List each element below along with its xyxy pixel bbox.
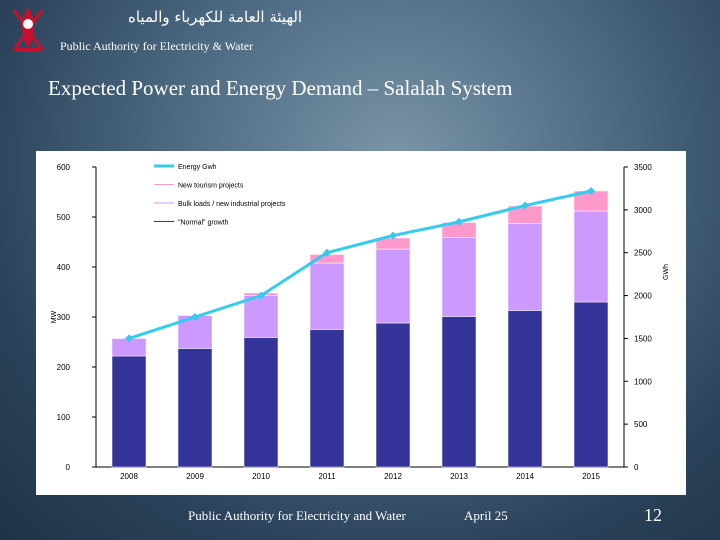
slide-title: Expected Power and Energy Demand – Salal…: [48, 76, 513, 100]
y2-tick-label: 2500: [634, 249, 652, 258]
y2-tick-label: 3500: [634, 163, 652, 172]
x-tick-label: 2011: [318, 472, 336, 481]
x-tick-label: 2012: [384, 472, 402, 481]
legend-entry: New tourism projects: [178, 183, 244, 190]
energy-point: [125, 334, 133, 343]
footer-date: April 25: [464, 508, 508, 523]
x-tick-label: 2008: [120, 472, 138, 481]
x-tick-label: 2014: [516, 472, 534, 481]
y-tick-label: 500: [57, 213, 71, 222]
demand-chart: 0 100 200 300 400 500 600 0 500 1000 1500 2000 2500 3…: [51, 163, 670, 481]
energy-point: [389, 231, 397, 240]
x-tick-label: 2010: [252, 472, 270, 481]
arabic-org-title: الهيئة العامة للكهرباء والمياه: [128, 8, 303, 26]
bar-segment: [375, 248, 411, 324]
bar-segment: [243, 295, 279, 338]
bar-segment: [177, 348, 213, 468]
energy-point: [323, 248, 331, 257]
y-tick-label: 200: [57, 363, 71, 372]
x-tick-label: 2013: [450, 472, 468, 481]
y-tick-label: 0: [66, 463, 71, 472]
footer-org: Public Authority for Electricity and Wat…: [188, 508, 406, 523]
energy-point: [257, 291, 265, 300]
bar-segment: [309, 329, 345, 468]
org-name: Public Authority for Electricity & Water: [60, 39, 254, 53]
page-number: 12: [644, 505, 662, 525]
y2-tick-label: 0: [634, 463, 639, 472]
bar-segment: [441, 316, 477, 468]
y-tick-label: 400: [57, 263, 71, 272]
bar-segment: [375, 322, 411, 468]
y2-tick-label: 1500: [634, 334, 652, 343]
oman-emblem-icon: [12, 8, 44, 52]
bar-segment: [507, 223, 543, 311]
y2-tick-label: 1000: [634, 377, 652, 386]
y2-tick-label: 2000: [634, 292, 652, 301]
bar-segment: [573, 210, 609, 303]
y2-axis-label: GWh: [663, 264, 670, 280]
y-tick-label: 100: [57, 413, 71, 422]
x-tick-label: 2015: [582, 472, 600, 481]
legend-entry: Bulk loads / new industrial projects: [178, 201, 286, 208]
bar-segment: [243, 337, 279, 468]
energy-point: [587, 187, 595, 195]
bar-segment: [507, 310, 543, 468]
bar-segment: [573, 301, 609, 468]
y-tick-label: 300: [57, 313, 71, 322]
energy-point: [455, 217, 463, 226]
y2-tick-label: 500: [634, 420, 648, 429]
energy-point: [191, 313, 199, 321]
bar-segment: [441, 237, 477, 317]
x-tick-label: 2009: [186, 472, 204, 481]
bar-segment: [309, 262, 345, 330]
chart-panel: 0 100 200 300 400 500 600 0 500 1000 1500 2000 2500 3…: [36, 151, 686, 495]
bar-segment: [111, 355, 147, 468]
energy-point: [521, 201, 529, 210]
y-tick-label: 600: [57, 163, 71, 172]
y-axis-label: MW: [51, 310, 58, 323]
legend-entry: Energy Gwh: [178, 164, 217, 171]
y2-tick-label: 3000: [634, 206, 652, 215]
energy-line: [128, 189, 592, 340]
legend-entry: "Normal" growth: [178, 220, 229, 227]
header: الهيئة العامة للكهرباء والمياه Public Au…: [0, 0, 720, 62]
